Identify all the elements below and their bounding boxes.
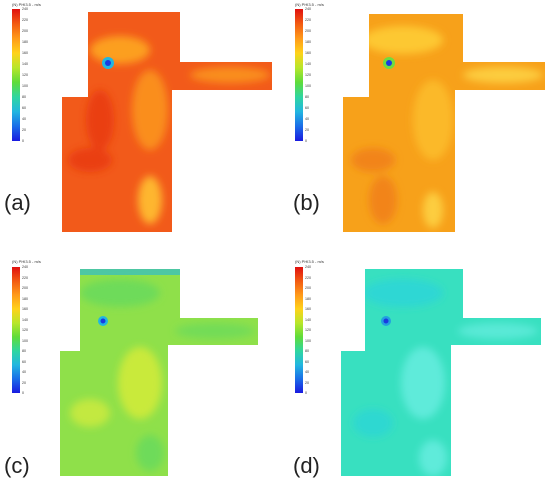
colorbar-tick-label: 140 bbox=[305, 62, 311, 66]
colorbar-tick-label: 80 bbox=[22, 349, 26, 353]
colorbar-tick-label: 60 bbox=[22, 106, 26, 110]
flow-swirl bbox=[463, 67, 543, 83]
colorbar-tick-label: 200 bbox=[22, 286, 28, 290]
colorbar-tick-label: 160 bbox=[22, 51, 28, 55]
colorbar-tick-label: 240 bbox=[22, 7, 28, 11]
colorbar-tick-label: 80 bbox=[305, 95, 309, 99]
panel-label: (c) bbox=[4, 453, 30, 478]
colorbar-tick-label: 20 bbox=[305, 380, 309, 385]
colorbar-strip bbox=[295, 267, 303, 393]
flow-swirl bbox=[70, 399, 110, 427]
colorbar-tick-label: 0 bbox=[305, 391, 307, 395]
colorbar-tick-label: 200 bbox=[305, 286, 311, 290]
flow-swirl bbox=[118, 347, 162, 419]
flow-swirl bbox=[363, 26, 443, 54]
colorbar-tick-label: 240 bbox=[22, 265, 28, 269]
colorbar-tick-label: 60 bbox=[305, 106, 309, 110]
colorbar-tick-label: 100 bbox=[305, 338, 311, 343]
colorbar-tick-label: 20 bbox=[305, 128, 309, 132]
colorbar-tick-label: 200 bbox=[305, 29, 311, 33]
colorbar-tick-label: 60 bbox=[305, 359, 309, 364]
flow-swirl bbox=[401, 347, 445, 419]
colorbar-tick-label: 180 bbox=[22, 40, 28, 44]
panel-label: (d) bbox=[293, 453, 320, 478]
colorbar-tick-label: 120 bbox=[305, 328, 311, 332]
flow-swirl bbox=[369, 176, 397, 224]
colorbar-tick-label: 220 bbox=[22, 275, 28, 280]
colorbar-title: (N) PHI3.5 - m/s bbox=[295, 2, 324, 7]
flow-swirl bbox=[80, 279, 160, 307]
colorbar-tick-label: 140 bbox=[22, 62, 28, 66]
colorbar-tick-label: 80 bbox=[22, 95, 26, 99]
flow-swirl bbox=[132, 70, 168, 150]
panel-label: (a) bbox=[4, 190, 31, 215]
flow-swirl bbox=[136, 435, 164, 471]
flow-swirl bbox=[190, 67, 270, 83]
colorbar-tick-label: 140 bbox=[305, 317, 311, 322]
colorbar-tick-label: 180 bbox=[305, 40, 311, 44]
colorbar-tick-label: 120 bbox=[305, 73, 311, 77]
flow-swirl bbox=[86, 90, 114, 150]
colorbar-tick-label: 120 bbox=[22, 328, 28, 332]
flow-swirl bbox=[90, 36, 150, 64]
velocity-field-a bbox=[62, 12, 272, 232]
colorbar-tick-label: 160 bbox=[305, 307, 311, 311]
colorbar-tick-label: 40 bbox=[22, 370, 26, 374]
flow-swirl bbox=[351, 148, 395, 172]
flow-swirl bbox=[353, 409, 393, 437]
colorbar-tick-label: 100 bbox=[22, 84, 28, 88]
vortex-core bbox=[383, 318, 389, 324]
flow-swirl bbox=[419, 440, 447, 476]
velocity-field-b bbox=[343, 14, 545, 232]
colorbar-tick-label: 200 bbox=[22, 29, 28, 33]
flow-swirl bbox=[175, 323, 255, 339]
colorbar-tick-label: 40 bbox=[22, 117, 26, 121]
colorbar-tick-label: 180 bbox=[22, 296, 28, 301]
colorbar-tick-label: 40 bbox=[305, 117, 309, 121]
velocity-field-c bbox=[60, 269, 258, 476]
colorbar-tick-label: 240 bbox=[305, 7, 311, 11]
panel-c: (N) PHI3.5 - m/s 240 220 200 180 160 140 120 10… bbox=[0, 243, 275, 486]
colorbar-strip bbox=[12, 267, 20, 393]
panel-d: (N) PHI3.5 - m/s 240 220 200 180 160 140 120 10… bbox=[283, 243, 550, 486]
colorbar-tick-label: 20 bbox=[22, 128, 26, 132]
colorbar-title: (N) PHI3.5 - m/s bbox=[12, 259, 41, 264]
colorbar-tick-label: 220 bbox=[305, 18, 311, 22]
colorbar-tick-label: 140 bbox=[22, 317, 28, 322]
flow-swirl bbox=[138, 176, 162, 224]
colorbar-tick-label: 0 bbox=[22, 391, 24, 395]
vortex-core bbox=[105, 60, 111, 66]
panel-a: (N) PHI3.5 - m/s 240 220 200 180 160 140 120 10… bbox=[0, 0, 275, 243]
colorbar-title: (N) PHI3.5 - m/s bbox=[12, 2, 41, 7]
panel-b: (N) PHI3.5 - m/s 240 220 200 180 160 140 120 10… bbox=[283, 0, 550, 243]
colorbar-tick-label: 240 bbox=[305, 265, 311, 269]
colorbar-tick-label: 40 bbox=[305, 370, 309, 374]
colorbar-tick-label: 0 bbox=[305, 139, 307, 143]
colorbar-tick-label: 180 bbox=[305, 296, 311, 301]
colorbar-strip bbox=[295, 9, 303, 141]
flow-swirl bbox=[413, 80, 453, 160]
colorbar-title: (N) PHI3.5 - m/s bbox=[295, 259, 324, 264]
colorbar-tick-label: 160 bbox=[22, 307, 28, 311]
flow-swirl bbox=[458, 323, 538, 339]
panel-label: (b) bbox=[293, 190, 320, 215]
colorbar-tick-label: 160 bbox=[305, 51, 311, 55]
colorbar-tick-label: 100 bbox=[305, 84, 311, 88]
vortex-core bbox=[100, 318, 106, 324]
flow-swirl bbox=[423, 192, 443, 228]
flow-swirl bbox=[68, 148, 112, 172]
colorbar-tick-label: 0 bbox=[22, 139, 24, 143]
colorbar-tick-label: 120 bbox=[22, 73, 28, 77]
flow-swirl bbox=[363, 279, 443, 307]
vortex-core bbox=[386, 60, 392, 66]
colorbar-tick-label: 20 bbox=[22, 380, 26, 385]
wall-layer bbox=[80, 269, 180, 275]
velocity-field-d bbox=[341, 269, 541, 476]
colorbar-tick-label: 220 bbox=[22, 18, 28, 22]
colorbar-tick-label: 220 bbox=[305, 275, 311, 280]
colorbar-strip bbox=[12, 9, 20, 141]
colorbar-tick-label: 80 bbox=[305, 349, 309, 353]
colorbar-tick-label: 60 bbox=[22, 359, 26, 364]
colorbar-tick-label: 100 bbox=[22, 338, 28, 343]
